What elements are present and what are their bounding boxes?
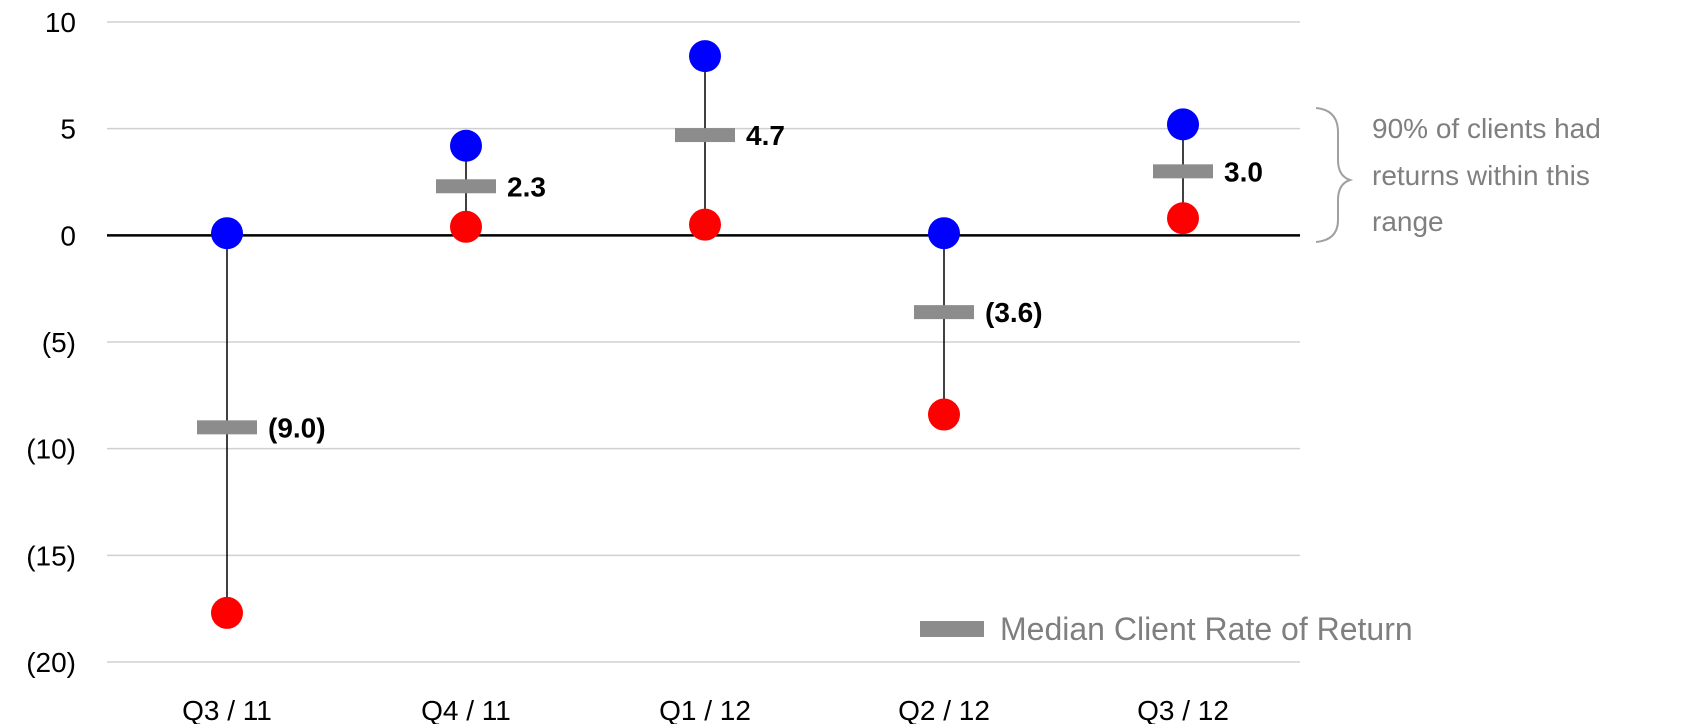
range-points	[211, 40, 1199, 629]
y-tick-label-3: (5)	[42, 327, 76, 358]
high-point-0	[211, 217, 243, 250]
median-marker-0	[197, 420, 257, 435]
x-tick-label-4: Q3 / 12	[1137, 695, 1229, 724]
x-tick-label-1: Q4 / 11	[421, 695, 511, 724]
y-tick-label-1: 5	[60, 114, 76, 145]
legend-median-label: Median Client Rate of Return	[1000, 611, 1413, 647]
low-point-2	[689, 208, 721, 241]
y-tick-label-0: 10	[45, 7, 76, 38]
low-point-4	[1167, 202, 1199, 235]
annotation-line-1: 90% of clients had	[1372, 113, 1601, 144]
annotation-line-2: returns within this	[1372, 160, 1590, 191]
high-point-1	[450, 129, 482, 162]
median-label-3: (3.6)	[985, 297, 1043, 328]
median-marker-1	[436, 179, 496, 194]
y-tick-label-5: (15)	[26, 540, 76, 571]
median-value-labels: (9.0) 2.3 4.7 (3.6) 3.0	[268, 120, 1263, 443]
low-point-1	[450, 210, 482, 243]
y-tick-label-4: (10)	[26, 434, 76, 465]
legend: Median Client Rate of Return	[920, 611, 1413, 647]
median-label-1: 2.3	[507, 171, 546, 202]
annotation-line-3: range	[1372, 206, 1444, 237]
x-axis-tick-labels: Q3 / 11 Q4 / 11 Q1 / 12 Q2 / 12 Q3 / 12	[182, 695, 1229, 724]
x-tick-label-2: Q1 / 12	[659, 695, 751, 724]
low-point-3	[928, 398, 960, 431]
x-tick-label-3: Q2 / 12	[898, 695, 990, 724]
annotation-brace	[1315, 107, 1354, 243]
y-tick-label-2: 0	[60, 220, 76, 251]
high-point-4	[1167, 108, 1199, 141]
median-label-4: 3.0	[1224, 156, 1263, 187]
median-label-2: 4.7	[746, 120, 785, 151]
median-marker-3	[914, 305, 974, 320]
median-marker-4	[1153, 164, 1213, 179]
x-tick-label-0: Q3 / 11	[182, 695, 272, 724]
y-tick-label-6: (20)	[26, 647, 76, 678]
high-point-3	[928, 217, 960, 250]
gridlines	[107, 21, 1300, 663]
legend-median-swatch	[920, 621, 984, 637]
median-marker-2	[675, 128, 735, 143]
y-axis-tick-labels: 10 5 0 (5) (10) (15) (20)	[26, 7, 76, 678]
high-point-2	[689, 40, 721, 73]
range-annotation: 90% of clients had returns within this r…	[1315, 107, 1601, 243]
median-markers	[197, 128, 1213, 435]
median-label-0: (9.0)	[268, 412, 326, 443]
low-point-0	[211, 596, 243, 629]
